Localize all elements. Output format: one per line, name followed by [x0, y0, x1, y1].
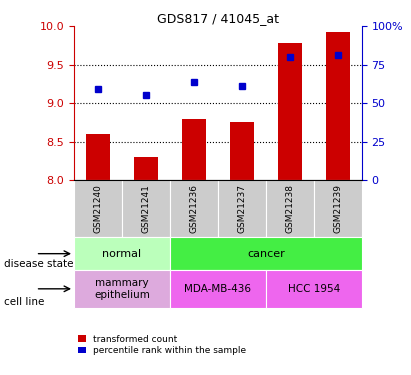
Text: disease state: disease state [4, 260, 74, 269]
Text: GSM21236: GSM21236 [189, 184, 199, 233]
Text: GSM21241: GSM21241 [141, 184, 150, 233]
Bar [314, 180, 362, 237]
Text: normal: normal [102, 249, 141, 259]
Text: GSM21238: GSM21238 [285, 184, 294, 233]
Bar [182, 118, 206, 180]
Bar [74, 180, 122, 237]
Bar [170, 270, 266, 308]
Text: cancer: cancer [247, 249, 285, 259]
Text: GSM21240: GSM21240 [93, 184, 102, 233]
Title: GDS817 / 41045_at: GDS817 / 41045_at [157, 12, 279, 25]
Text: GSM21237: GSM21237 [237, 184, 246, 233]
Bar [134, 157, 158, 180]
Bar [86, 134, 110, 180]
Bar [266, 270, 362, 308]
Bar [170, 180, 218, 237]
Bar [74, 237, 170, 270]
Bar [218, 180, 266, 237]
Legend: transformed count, percentile rank within the sample: transformed count, percentile rank withi… [79, 335, 246, 356]
Text: HCC 1954: HCC 1954 [288, 284, 340, 294]
Bar [326, 32, 350, 180]
Text: MDA-MB-436: MDA-MB-436 [184, 284, 252, 294]
Bar [170, 237, 362, 270]
Bar [278, 43, 302, 180]
Text: mammary
epithelium: mammary epithelium [94, 278, 150, 300]
Bar [266, 180, 314, 237]
Bar [122, 180, 170, 237]
Text: GSM21239: GSM21239 [333, 184, 342, 233]
Bar [74, 270, 170, 308]
Text: cell line: cell line [4, 297, 44, 307]
Bar [230, 122, 254, 180]
